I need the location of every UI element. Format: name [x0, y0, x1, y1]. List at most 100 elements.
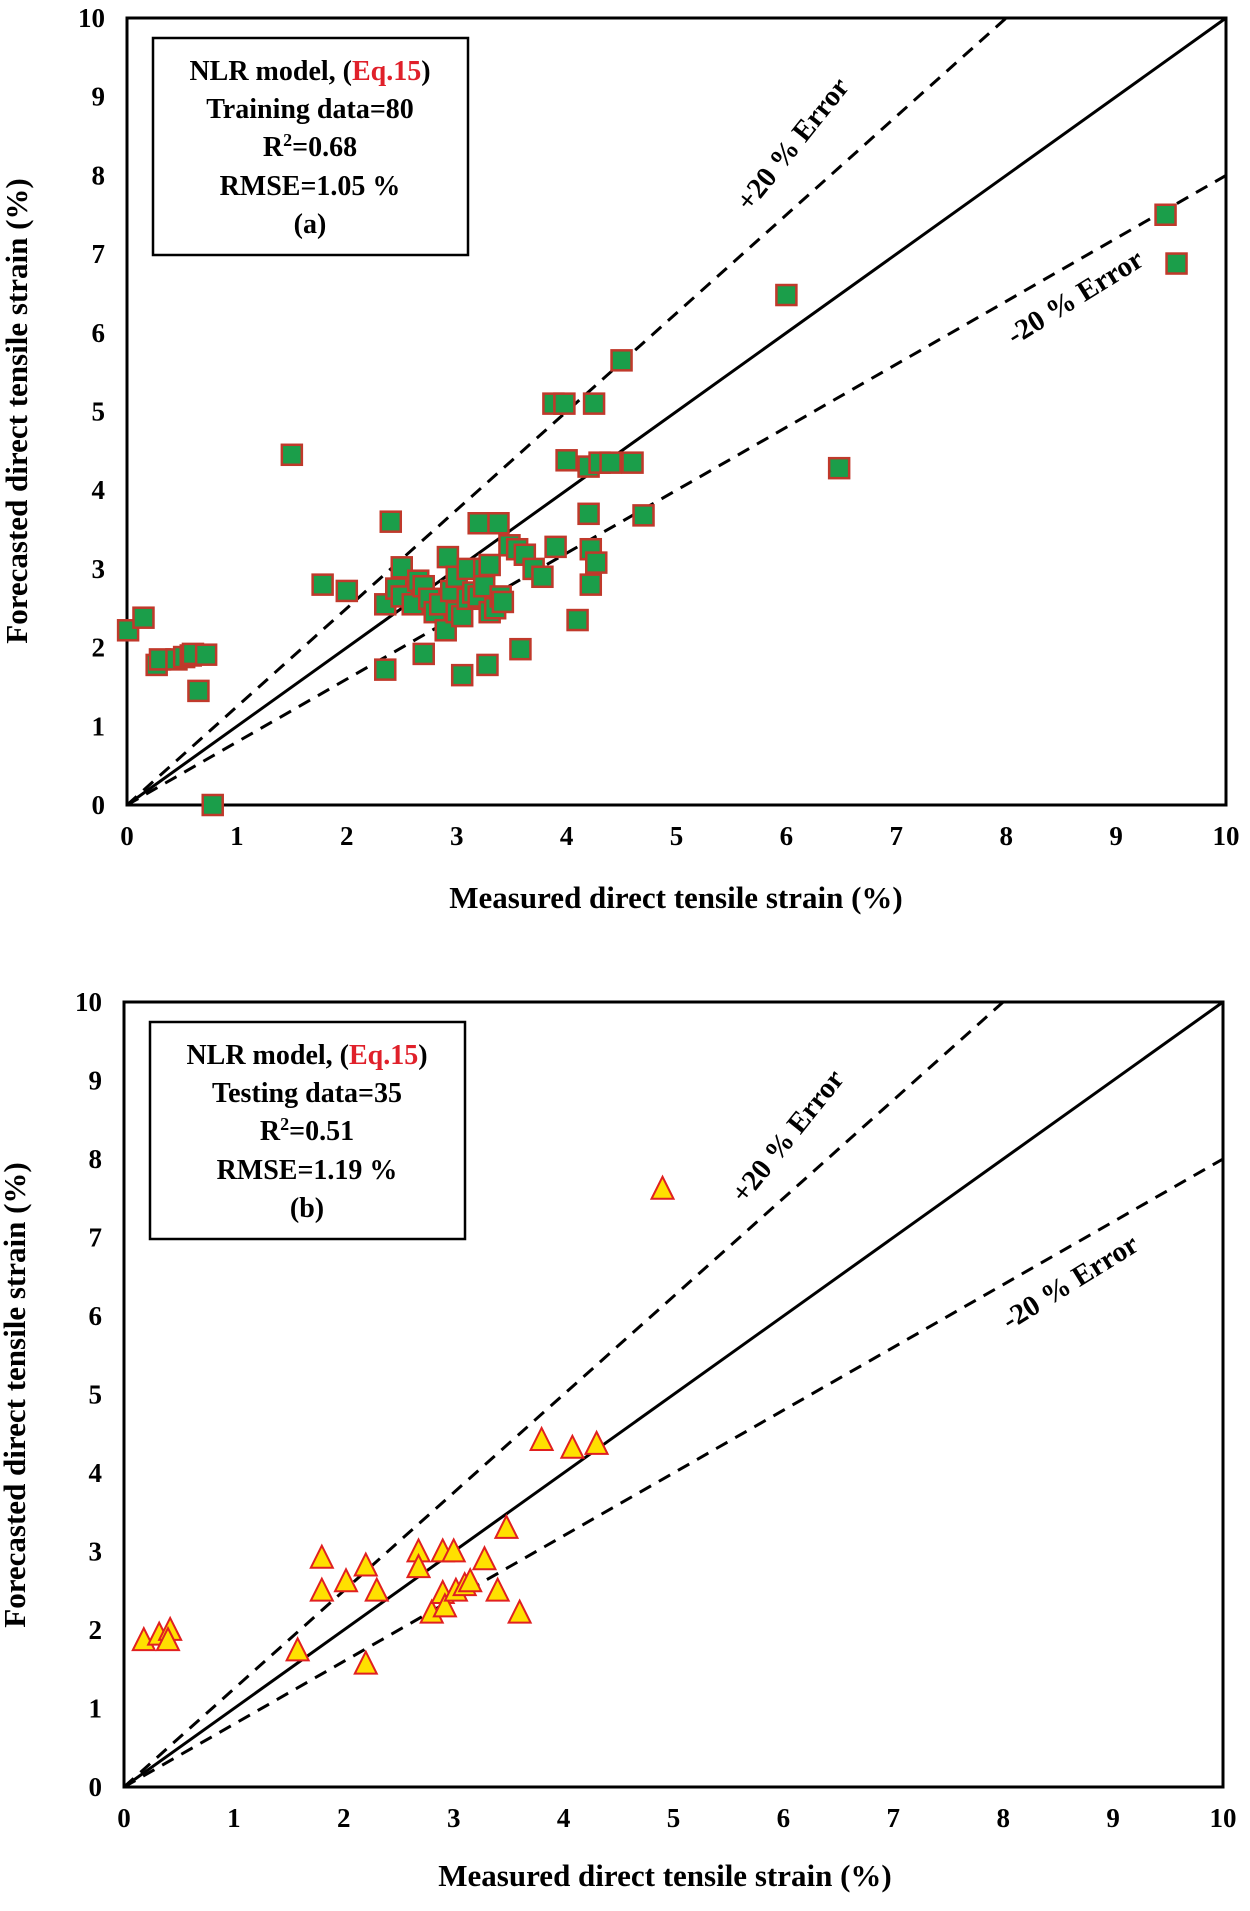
data-point — [827, 456, 851, 480]
data-point — [577, 502, 600, 526]
equation-ref: Eq.15 — [352, 56, 421, 87]
x-tick-label: 7 — [887, 1803, 901, 1833]
data-point — [309, 1576, 335, 1602]
x-tick-label: 4 — [560, 821, 574, 851]
y-tick-label: 3 — [89, 1537, 103, 1567]
panel-b: 0 1 2 3 4 5 6 7 8 9 10 0 1 2 3 4 5 6 7 8 9 10 Measured direc… — [0, 987, 1237, 1893]
data-point — [285, 1636, 311, 1662]
plus-20-error-label: +20 % Error — [725, 1063, 851, 1209]
data-point — [1154, 203, 1177, 226]
data-point — [353, 1551, 379, 1577]
minus-20-error-line — [123, 1157, 1224, 1789]
data-point — [374, 658, 397, 681]
data-point — [555, 449, 578, 472]
data-point — [585, 551, 608, 574]
data-point — [457, 1567, 483, 1593]
data-point — [194, 643, 218, 666]
r2-value: =0.68 — [292, 132, 357, 163]
scatter-points — [131, 1174, 676, 1675]
data-point — [432, 1592, 458, 1618]
x-tick-label: 2 — [337, 1803, 351, 1833]
y-tick-label: 2 — [89, 1615, 103, 1645]
minus-20-error-label: -20 % Error — [996, 1228, 1144, 1336]
y-tick-label: 7 — [92, 239, 106, 269]
x-tick-label: 3 — [450, 821, 464, 851]
data-point — [599, 451, 622, 474]
info-box: NLR model, (Eq.15) Testing data=35 R2=0.… — [148, 1020, 467, 1241]
data-point — [529, 1425, 555, 1451]
data-point — [405, 1552, 432, 1579]
y-tick-label: 2 — [92, 633, 106, 663]
y-tick-label: 8 — [89, 1144, 103, 1174]
data-point — [491, 590, 515, 614]
data-point — [132, 606, 155, 629]
r-squared: R2=0.51 — [260, 1114, 354, 1147]
data-point — [775, 283, 798, 307]
y-tick-labels: 0 1 2 3 4 5 6 7 8 9 10 — [75, 987, 102, 1802]
x-tick-labels: 0 1 2 3 4 5 6 7 8 9 10 — [117, 1803, 1236, 1833]
data-point — [507, 1598, 533, 1624]
data-point — [450, 663, 474, 687]
data-point — [441, 1537, 467, 1563]
minus-20-error-label: -20 % Error — [1001, 243, 1149, 351]
y-tick-label: 0 — [89, 1772, 103, 1802]
y-tick-labels: 0 1 2 3 4 5 6 7 8 9 10 — [78, 3, 105, 820]
y-tick-label: 5 — [89, 1380, 103, 1410]
data-point — [201, 793, 224, 817]
data-point — [187, 679, 210, 703]
x-tick-labels: 0 1 2 3 4 5 6 7 8 9 10 — [120, 821, 1239, 851]
y-tick-label: 10 — [78, 3, 105, 33]
one-to-one-line — [126, 16, 1227, 807]
data-point — [412, 642, 435, 666]
x-tick-label: 5 — [667, 1803, 681, 1833]
y-axis-title: Forecasted direct tensile strain (%) — [0, 1162, 32, 1627]
info-box-frame — [148, 1020, 467, 1241]
data-count: Testing data=35 — [212, 1078, 402, 1109]
x-tick-label: 0 — [117, 1803, 131, 1833]
y-tick-label: 6 — [92, 318, 106, 348]
y-tick-label: 9 — [92, 82, 106, 112]
info-box-frame — [151, 36, 470, 257]
data-point — [478, 553, 501, 577]
data-point — [544, 535, 567, 559]
x-tick-label: 6 — [780, 821, 794, 851]
panel-label: (b) — [290, 1193, 324, 1224]
x-tick-label: 1 — [227, 1803, 241, 1833]
scatter-points — [116, 203, 1188, 817]
y-tick-label: 5 — [92, 397, 106, 427]
x-tick-label: 2 — [340, 821, 354, 851]
x-tick-label: 8 — [996, 1803, 1010, 1833]
minus-20-error-line — [126, 174, 1227, 807]
data-point — [583, 1429, 610, 1455]
x-tick-label: 3 — [447, 1803, 461, 1833]
plus-20-error-label: +20 % Error — [730, 71, 856, 217]
data-point — [309, 1543, 335, 1569]
r-squared: R2=0.68 — [263, 130, 357, 163]
rmse: RMSE=1.05 % — [220, 171, 401, 202]
data-point — [493, 1513, 520, 1539]
r2-value: =0.51 — [289, 1116, 354, 1147]
data-point — [621, 451, 644, 474]
x-tick-label: 10 — [1210, 1803, 1237, 1833]
x-tick-label: 1 — [230, 821, 244, 851]
data-point — [335, 579, 359, 603]
data-point — [353, 1649, 379, 1675]
data-point — [649, 1174, 676, 1200]
x-tick-label: 9 — [1106, 1803, 1120, 1833]
y-tick-label: 10 — [75, 987, 102, 1017]
data-point — [632, 504, 655, 527]
data-point — [1165, 252, 1188, 275]
data-point — [509, 637, 532, 661]
model-suffix: ) — [421, 56, 430, 87]
x-tick-label: 5 — [670, 821, 684, 851]
x-tick-label: 9 — [1109, 821, 1123, 851]
info-box: NLR model, (Eq.15) Training data=80 R2=0… — [151, 36, 470, 257]
x-tick-label: 8 — [999, 821, 1013, 851]
data-point — [364, 1576, 390, 1602]
data-point — [553, 392, 576, 415]
data-point — [610, 349, 633, 372]
data-point — [471, 1545, 498, 1571]
rmse: RMSE=1.19 % — [217, 1155, 398, 1186]
x-tick-label: 6 — [777, 1803, 791, 1833]
model-suffix: ) — [418, 1040, 427, 1071]
